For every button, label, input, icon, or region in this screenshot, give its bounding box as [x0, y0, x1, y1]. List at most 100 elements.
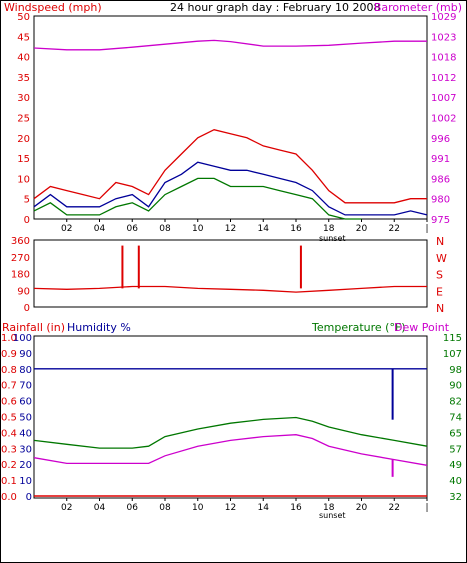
- temperature-tick-label: 40: [449, 476, 462, 487]
- temperature-tick-label: 90: [449, 381, 462, 392]
- temperature-tick-label: 98: [449, 365, 462, 376]
- temperature-tick-label: 115: [443, 333, 462, 344]
- x-tick-label: 10: [192, 224, 204, 234]
- x-tick-label: 08: [159, 503, 171, 513]
- wind-panel-x-ticks: 02 04 06 08 10 12 14 16 18 20 22 |: [61, 219, 429, 234]
- series-line-low: [33, 177, 362, 220]
- windspeed-tick-label: 35: [17, 73, 30, 84]
- x-tick-label: |: [425, 224, 428, 234]
- direction-tick-label: 90: [17, 286, 30, 297]
- rainfall-ticks: 0.0 0.1 0.2 0.3 0.4 0.5 0.6 0.7 0.8 0.9 1.0: [1, 333, 17, 503]
- barometer-ticks: 975 980 986 991 996 1002 1007 1012 1018 1023 1029: [431, 12, 456, 226]
- rainfall-tick-label: 0.2: [1, 460, 17, 471]
- x-tick-label: |: [425, 503, 428, 513]
- dewpoint-axis-title: Dew Point: [394, 321, 450, 334]
- temperature-axis-title: Temperature (°F): [311, 321, 406, 334]
- humidity-tick-label: 10: [19, 476, 32, 487]
- windspeed-ticks: 0 5 10 15 20 25 30 35 40 45 50: [17, 12, 30, 226]
- rainfall-tick-label: 0.1: [1, 476, 17, 487]
- humidity-axis-title: Humidity %: [67, 321, 131, 334]
- x-tick-label: 10: [192, 503, 204, 513]
- x-tick-label: 22: [389, 503, 400, 513]
- temperature-tick-label: 107: [443, 349, 462, 360]
- humidity-tick-label: 60: [19, 397, 32, 408]
- direction-series: [33, 245, 427, 293]
- barometer-tick-label: 986: [431, 174, 450, 185]
- wind-panel-border: [33, 15, 428, 220]
- barometer-tick-label: 1018: [431, 53, 456, 64]
- sunset-label-bottom: sunset: [319, 511, 346, 520]
- x-tick-label: 06: [127, 503, 139, 513]
- barometer-tick-label: 991: [431, 154, 450, 165]
- rainfall-tick-label: 0.8: [1, 365, 17, 376]
- x-tick-label: 16: [290, 224, 302, 234]
- x-tick-label: 12: [225, 503, 236, 513]
- humidity-tick-label: 30: [19, 444, 32, 455]
- windspeed-tick-label: 30: [17, 93, 30, 104]
- rainfall-tick-label: 0.9: [1, 349, 17, 360]
- compass-tick-label: N: [436, 235, 444, 248]
- humidity-tick-label: 100: [13, 333, 32, 344]
- direction-degree-ticks: 0 90 180 270 360: [11, 236, 30, 314]
- x-tick-label: 14: [258, 224, 270, 234]
- temperature-tick-label: 57: [449, 444, 462, 455]
- barometer-tick-label: 1012: [431, 73, 456, 84]
- windspeed-tick-label: 20: [17, 134, 30, 145]
- x-tick-label: 02: [61, 503, 72, 513]
- temperature-tick-label: 49: [449, 460, 462, 471]
- x-tick-label: 08: [159, 224, 171, 234]
- x-tick-label: 06: [127, 224, 139, 234]
- temperature-tick-label: 74: [449, 413, 462, 424]
- graph-title: 24 hour graph day : February 10 2008: [170, 1, 381, 14]
- temp-panel-x-ticks: 02 04 06 08 10 12 14 16 18 20 22 |: [61, 498, 429, 513]
- x-tick-label: 22: [389, 224, 400, 234]
- barometer-tick-label: 996: [431, 134, 450, 145]
- humidity-tick-label: 90: [19, 349, 32, 360]
- direction-tick-label: 180: [11, 270, 30, 281]
- windspeed-tick-label: 50: [17, 12, 30, 23]
- rainfall-tick-label: 0.3: [1, 444, 17, 455]
- compass-tick-label: N: [436, 302, 444, 315]
- barometer-tick-label: 1023: [431, 32, 456, 43]
- barometer-tick-label: 980: [431, 195, 450, 206]
- x-tick-label: 12: [225, 224, 236, 234]
- series-line-barometer-mb-: [33, 39, 427, 51]
- rainfall-tick-label: 0.6: [1, 397, 17, 408]
- x-tick-label: 20: [356, 224, 368, 234]
- x-tick-label: 02: [61, 224, 72, 234]
- x-tick-label: 20: [356, 503, 368, 513]
- humidity-tick-label: 50: [19, 413, 32, 424]
- windspeed-tick-label: 0: [24, 215, 30, 226]
- x-tick-label: 14: [258, 503, 270, 513]
- x-tick-label: 16: [290, 503, 302, 513]
- rainfall-axis-title: Rainfall (in): [2, 321, 65, 334]
- humidity-ticks: 0 10 20 30 40 50 60 70 80 90 100: [13, 333, 32, 503]
- barometer-tick-label: 1002: [431, 114, 456, 125]
- compass-tick-label: W: [436, 252, 447, 265]
- windspeed-tick-label: 25: [17, 114, 30, 125]
- x-tick-label: 18: [323, 503, 335, 513]
- series-line-wind-direction: [33, 285, 427, 293]
- humidity-tick-label: 80: [19, 365, 32, 376]
- humidity-tick-label: 0: [26, 492, 32, 503]
- compass-tick-label: E: [436, 285, 443, 298]
- direction-tick-label: 0: [24, 303, 30, 314]
- direction-tick-label: 360: [11, 236, 30, 247]
- x-tick-label: 18: [323, 224, 335, 234]
- rainfall-tick-label: 0.7: [1, 381, 17, 392]
- rainfall-tick-label: 0.4: [1, 428, 17, 439]
- compass-tick-label: S: [436, 269, 443, 282]
- windspeed-tick-label: 5: [24, 195, 30, 206]
- windspeed-tick-label: 15: [17, 154, 30, 165]
- windspeed-tick-label: 45: [17, 32, 30, 43]
- wind-series: [33, 39, 428, 220]
- humidity-tick-label: 20: [19, 460, 32, 471]
- temperature-tick-label: 65: [449, 428, 462, 439]
- temp-panel-border: [33, 335, 428, 499]
- series-line-dew-point: [33, 434, 428, 466]
- temp-series: [33, 368, 428, 497]
- series-line-average: [33, 161, 428, 216]
